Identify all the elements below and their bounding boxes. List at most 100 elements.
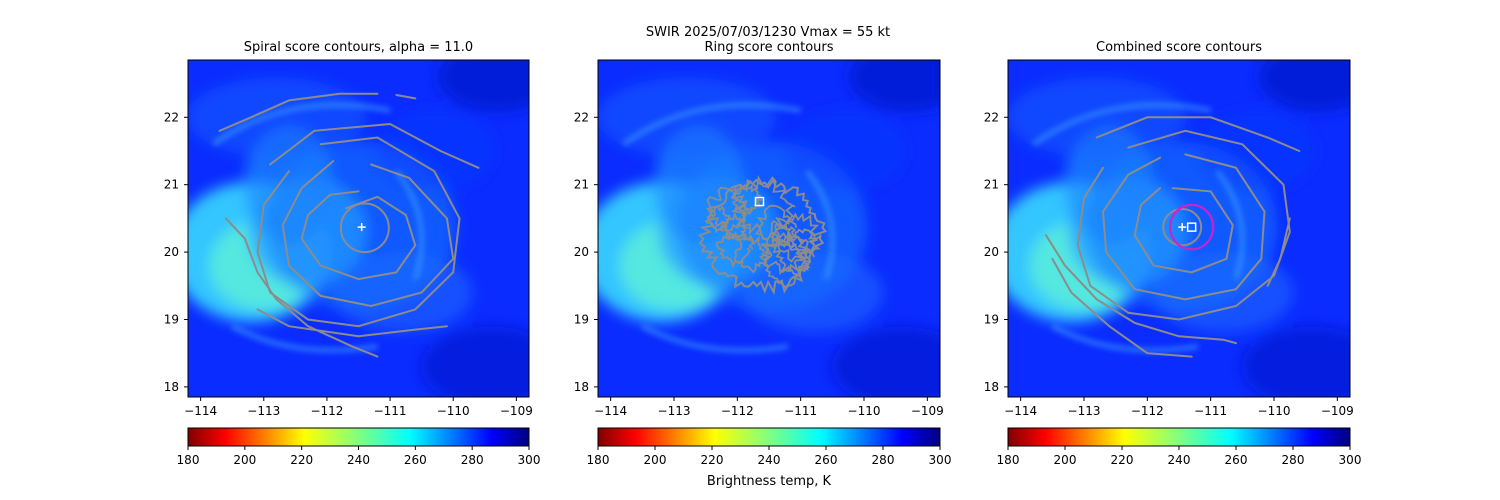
cloud-blob — [332, 252, 473, 333]
axes-frame — [1007, 59, 1351, 398]
colorbar: 180 200 220 240 260 280 300 — [587, 427, 952, 467]
y-tick-label: 20 — [164, 245, 179, 259]
ring-contour — [788, 228, 819, 257]
colorbar-label: Brightness temp, K — [707, 474, 832, 489]
colorbar-tick-label: 200 — [1054, 453, 1077, 467]
y-tick-label: 18 — [984, 380, 999, 394]
x-tick-label: −114 — [594, 404, 627, 418]
colorbar-tick-label: 220 — [290, 453, 313, 467]
colorbar-tick-label: 200 — [644, 453, 667, 467]
x-tick-label: −109 — [911, 404, 944, 418]
panel-2: Ring score contours −114 −113 −112 −111 −110 −… — [574, 40, 952, 467]
contour-level-2 — [1133, 187, 1234, 274]
satellite-image — [188, 60, 529, 397]
colorbar-tick-label: 240 — [1168, 453, 1191, 467]
x-tick-label: −114 — [184, 404, 217, 418]
y-tick-label: 19 — [984, 312, 999, 326]
cloud-blob — [1195, 110, 1315, 191]
colorbar-tick-label: 200 — [233, 453, 256, 467]
colorbar-tick-label: 240 — [347, 453, 370, 467]
ring-contour-cluster — [698, 175, 828, 295]
colorbar-tick-label: 180 — [997, 453, 1020, 467]
y-tick-label: 19 — [164, 312, 179, 326]
x-tick-label: −110 — [848, 404, 881, 418]
colorbar-tick-label: 220 — [701, 453, 724, 467]
colorbar-tick-label: 300 — [518, 453, 541, 467]
x-tick-label: −113 — [247, 404, 280, 418]
x-tick-label: −110 — [1258, 404, 1291, 418]
colorbar-tick-label: 180 — [177, 453, 200, 467]
contour-level-5 — [1095, 116, 1301, 152]
cloud-band — [1031, 102, 1212, 147]
eye-ring — [1169, 203, 1215, 251]
x-tick-label: −111 — [1194, 404, 1227, 418]
colorbar: 180 200 220 240 260 280 300 — [177, 427, 541, 467]
cloud-band — [1215, 169, 1245, 280]
y-tick-label: 19 — [574, 312, 589, 326]
ring-contour-outer — [698, 177, 828, 295]
cloud-blob — [421, 326, 529, 397]
contour-level-3 — [1101, 153, 1266, 301]
cloud-blob — [598, 77, 777, 158]
cloud-blob — [1242, 326, 1350, 397]
cloud-band — [641, 324, 789, 353]
contour-level-6 — [1045, 234, 1237, 345]
cloud-blob — [832, 326, 940, 397]
cloud-bands — [1031, 102, 1245, 353]
contour-level-4 — [1076, 129, 1291, 321]
cloud-blob — [374, 110, 495, 191]
contour-level-6 — [218, 92, 379, 132]
x-tick-label: −110 — [437, 404, 470, 418]
y-tick-label: 20 — [984, 245, 999, 259]
score-contours — [1045, 116, 1301, 358]
center-square-marker — [754, 196, 765, 207]
x-tick-label: −112 — [1131, 404, 1164, 418]
ring-contour — [715, 229, 755, 269]
contour-level-1 — [339, 202, 390, 254]
colorbar-tick-label: 260 — [815, 453, 838, 467]
contour-fragment — [1266, 217, 1291, 287]
x-tick-label: −114 — [1004, 404, 1037, 418]
contour-fragment — [395, 94, 417, 100]
panel-title: Spiral score contours, alpha = 11.0 — [244, 40, 473, 55]
panel-3: Combined score contours −114 −113 −112 −111 −… — [984, 40, 1362, 467]
contour-level-1 — [1162, 207, 1203, 247]
score-contours — [218, 92, 480, 358]
colorbar-gradient — [1007, 427, 1351, 447]
ring-contour — [760, 231, 809, 276]
center-plus-marker — [357, 223, 366, 232]
colorbar-gradient — [597, 427, 941, 447]
panel-title: Ring score contours — [704, 40, 833, 55]
cloud-blob — [848, 60, 940, 112]
colorbar-tick-label: 280 — [1282, 453, 1305, 467]
y-tick-label: 21 — [984, 178, 999, 192]
cloud-blob — [785, 110, 905, 191]
panel-1: Spiral score contours, alpha = 11.0 −114 −… — [164, 40, 541, 467]
cloud-blob — [1008, 77, 1187, 158]
cloud-blob — [743, 252, 884, 333]
contour-level-7 — [224, 217, 379, 358]
x-tick-label: −111 — [784, 404, 817, 418]
cloud-bands — [621, 102, 835, 353]
colorbar-tick-label: 240 — [758, 453, 781, 467]
cloud-blob — [188, 77, 367, 158]
colorbar-tick-label: 300 — [929, 453, 952, 467]
colorbar-tick-label: 280 — [872, 453, 895, 467]
x-tick-label: −113 — [1068, 404, 1101, 418]
x-tick-label: −113 — [658, 404, 691, 418]
y-tick-label: 22 — [984, 110, 999, 124]
y-tick-label: 18 — [574, 380, 589, 394]
center-square-marker — [1186, 222, 1197, 232]
x-tick-label: −111 — [374, 404, 407, 418]
cloud-band — [1051, 324, 1199, 353]
cloud-band — [394, 169, 425, 280]
cloud-band — [211, 102, 391, 147]
figure-suptitle: SWIR 2025/07/03/1230 Vmax = 55 kt — [646, 25, 890, 40]
satellite-image — [1008, 60, 1350, 397]
x-tick-label: −112 — [721, 404, 754, 418]
colorbar-tick-label: 180 — [587, 453, 610, 467]
colorbar-tick-label: 280 — [461, 453, 484, 467]
contour-level-7 — [1051, 257, 1193, 358]
score-contours — [698, 175, 828, 295]
